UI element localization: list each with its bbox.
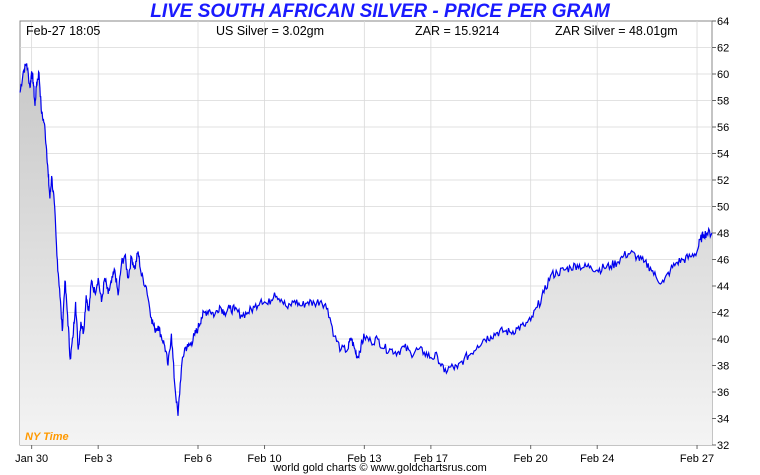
x-tick-label: Feb 17 xyxy=(414,453,448,465)
y-axis: 32 34 36 38 40 42 44 46 48 50 52 54 56 58 60 62 64 xyxy=(712,16,729,452)
x-tick-label: Feb 20 xyxy=(514,453,548,465)
y-tick-label: 38 xyxy=(717,361,729,373)
price-line xyxy=(19,63,713,416)
y-tick-label: 58 xyxy=(717,96,729,108)
y-tick-label: 40 xyxy=(717,334,729,346)
y-tick-label: 44 xyxy=(717,281,729,293)
y-tick-label: 64 xyxy=(717,16,729,28)
x-tick-label: Feb 10 xyxy=(247,453,281,465)
y-tick-label: 60 xyxy=(717,69,729,81)
y-tick-label: 52 xyxy=(717,175,729,187)
chart-title: LIVE SOUTH AFRICAN SILVER - PRICE PER GR… xyxy=(150,1,610,22)
price-area xyxy=(20,63,712,446)
zar-silver-readout: ZAR Silver = 48.01gm xyxy=(555,24,678,38)
y-tick-label: 32 xyxy=(717,440,729,452)
y-tick-label: 62 xyxy=(717,43,729,55)
y-tick-label: 50 xyxy=(717,202,729,214)
y-tick-label: 48 xyxy=(717,228,729,240)
y-tick-label: 36 xyxy=(717,387,729,399)
x-tick-label: Jan 30 xyxy=(15,453,48,465)
timestamp: Feb-27 18:05 xyxy=(26,24,101,38)
y-tick-label: 56 xyxy=(717,122,729,134)
y-tick-label: 54 xyxy=(717,149,729,161)
y-tick-label: 34 xyxy=(717,414,729,426)
y-tick-label: 46 xyxy=(717,255,729,267)
x-tick-label: Feb 13 xyxy=(347,453,381,465)
x-tick-label: Feb 6 xyxy=(184,453,212,465)
us-silver-readout: US Silver = 3.02gm xyxy=(216,24,325,38)
x-axis: Jan 30 Feb 3 Feb 6 Feb 10 Feb 13 Feb 17 Feb 20… xyxy=(15,445,714,465)
x-tick-label: Feb 3 xyxy=(84,453,112,465)
x-tick-label: Feb 27 xyxy=(680,453,714,465)
credit-text: world gold charts © www.goldchartsrus.co… xyxy=(273,462,487,474)
y-tick-label: 42 xyxy=(717,308,729,320)
zar-rate-readout: ZAR = 15.9214 xyxy=(415,24,500,38)
x-tick-label: Feb 24 xyxy=(580,453,614,465)
timezone-label: NY Time xyxy=(25,431,69,443)
